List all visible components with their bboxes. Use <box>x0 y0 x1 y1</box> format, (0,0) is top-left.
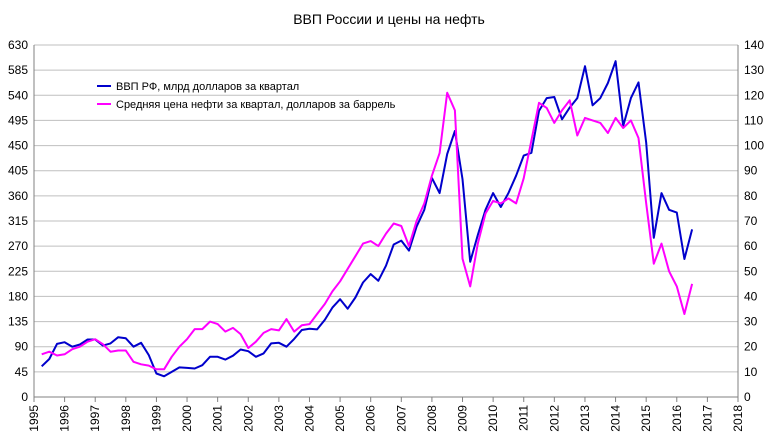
right-tick-label: 0 <box>744 390 751 404</box>
x-tick-label: 2004 <box>302 405 316 432</box>
left-tick-label: 630 <box>8 38 28 52</box>
series-line-1 <box>41 60 694 378</box>
x-tick-label: 2014 <box>609 405 623 432</box>
x-tick-label: 2011 <box>517 405 531 431</box>
right-axis-ticks: 0 10 20 30 40 50 60 70 80 90 100 110 120 130 140 <box>744 38 764 404</box>
x-tick-label: 2006 <box>364 405 378 432</box>
x-tick-label: 1997 <box>88 405 102 432</box>
left-tick-label: 135 <box>8 315 28 329</box>
x-tick-label: 2000 <box>180 405 194 432</box>
series-line-2 <box>41 91 694 371</box>
right-tick-label: 50 <box>744 264 758 278</box>
legend: ВВП РФ, млрд долларов за квартал Средняя … <box>97 81 396 111</box>
x-tick-label: 2015 <box>639 405 653 432</box>
right-tick-label: 10 <box>744 365 758 379</box>
left-tick-label: 450 <box>8 139 28 153</box>
right-tick-label: 40 <box>744 289 758 303</box>
x-tick-label: 2012 <box>547 405 561 432</box>
x-tick-label: 2018 <box>731 405 745 432</box>
left-tick-label: 405 <box>8 164 28 178</box>
legend-label-2: Средняя цена нефти за квартал, долларов … <box>116 99 396 111</box>
x-tick-label: 1998 <box>119 405 133 432</box>
left-tick-label: 270 <box>8 239 28 253</box>
left-tick-label: 180 <box>8 289 28 303</box>
right-tick-label: 90 <box>744 164 758 178</box>
left-tick-label: 225 <box>8 264 28 278</box>
right-tick-label: 140 <box>744 38 764 52</box>
axes <box>33 45 739 402</box>
right-tick-label: 100 <box>744 139 764 153</box>
right-tick-label: 60 <box>744 239 758 253</box>
left-tick-label: 585 <box>8 63 28 77</box>
right-tick-label: 30 <box>744 315 758 329</box>
x-tick-label: 2007 <box>394 405 408 432</box>
right-tick-label: 110 <box>744 113 763 127</box>
left-tick-label: 540 <box>8 88 28 102</box>
right-tick-label: 120 <box>744 88 764 102</box>
x-tick-label: 2016 <box>670 405 684 432</box>
left-tick-label: 495 <box>8 113 28 127</box>
x-tick-label: 2008 <box>425 405 439 432</box>
left-tick-label: 360 <box>8 189 28 203</box>
grid-lines <box>34 44 738 398</box>
x-tick-label: 2005 <box>333 405 347 432</box>
left-tick-label: 45 <box>15 365 29 379</box>
x-tick-label: 2001 <box>211 405 225 432</box>
left-tick-label: 0 <box>21 390 28 404</box>
x-tick-label: 2002 <box>241 405 255 432</box>
right-tick-label: 70 <box>744 214 758 228</box>
series-lines <box>41 60 694 378</box>
legend-label-1: ВВП РФ, млрд долларов за квартал <box>116 81 299 93</box>
right-tick-label: 130 <box>744 63 764 77</box>
x-tick-label: 2003 <box>272 405 286 432</box>
right-tick-label: 80 <box>744 189 758 203</box>
left-axis-ticks: 0 45 90 135 180 225 270 315 360 405 450 495 540 585 63… <box>8 38 28 404</box>
x-tick-label: 1995 <box>27 405 41 432</box>
x-tick-label: 2017 <box>700 405 714 432</box>
left-tick-label: 90 <box>15 340 29 354</box>
x-tick-label: 1996 <box>58 405 72 432</box>
left-tick-label: 315 <box>8 214 28 228</box>
x-tick-label: 1999 <box>149 405 163 432</box>
x-tick-label: 2010 <box>486 405 500 432</box>
x-tick-label: 2013 <box>578 405 592 432</box>
right-tick-label: 20 <box>744 340 758 354</box>
x-tick-label: 2009 <box>456 405 470 432</box>
chart-title: ВВП России и цены на нефть <box>293 11 485 27</box>
x-axis-ticks: 1995 1996 1997 1998 1999 2000 2001 2002 2003 2004… <box>27 405 745 432</box>
